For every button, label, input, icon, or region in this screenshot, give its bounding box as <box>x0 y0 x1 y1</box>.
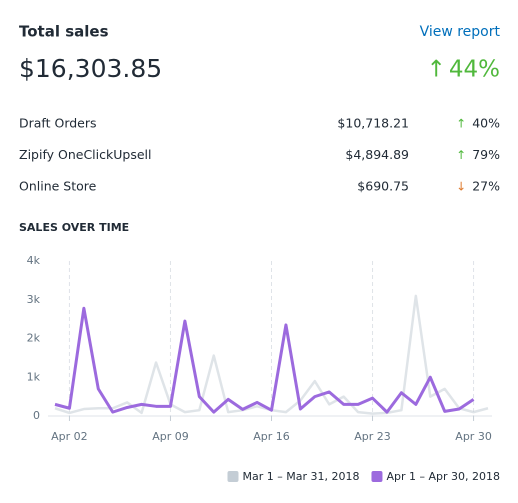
trend-arrow: ↑ <box>456 148 466 162</box>
y-tick-label: 2k <box>27 332 41 345</box>
y-tick-label: 4k <box>27 254 41 267</box>
view-report-link[interactable]: View report <box>420 24 501 40</box>
row-name: Online Store <box>19 179 97 194</box>
x-tick-label: Apr 16 <box>253 430 290 443</box>
x-tick-label: Apr 23 <box>354 430 391 443</box>
trend-arrow: ↑ <box>427 57 446 83</box>
trend-arrow: ↓ <box>456 180 466 194</box>
trend-arrow: ↑ <box>456 117 466 131</box>
legend-label: Apr 1 – Apr 30, 2018 <box>386 470 500 483</box>
total-change: 44% <box>449 57 500 83</box>
x-tick-label: Apr 02 <box>51 430 88 443</box>
row-amount: $10,718.21 <box>337 116 409 131</box>
y-tick-label: 1k <box>27 370 41 383</box>
y-tick-label: 0 <box>33 409 40 422</box>
series-line <box>54 306 475 414</box>
row-change: 40% <box>472 116 500 131</box>
legend-label: Mar 1 – Mar 31, 2018 <box>242 470 359 483</box>
x-tick-label: Apr 30 <box>455 430 492 443</box>
y-tick-label: 3k <box>27 293 41 306</box>
legend-swatch <box>227 471 239 482</box>
row-name: Draft Orders <box>19 116 97 131</box>
row-amount: $690.75 <box>357 179 409 194</box>
total-amount: $16,303.85 <box>19 54 162 83</box>
row-change: 27% <box>472 179 500 194</box>
chart-title: SALES OVER TIME <box>19 221 129 234</box>
row-amount: $4,894.89 <box>345 147 409 162</box>
legend-swatch <box>371 471 383 482</box>
row-name: Zipify OneClickUpsell <box>19 147 151 162</box>
x-tick-label: Apr 09 <box>152 430 189 443</box>
row-change: 79% <box>472 147 500 162</box>
card-title: Total sales <box>19 23 109 41</box>
